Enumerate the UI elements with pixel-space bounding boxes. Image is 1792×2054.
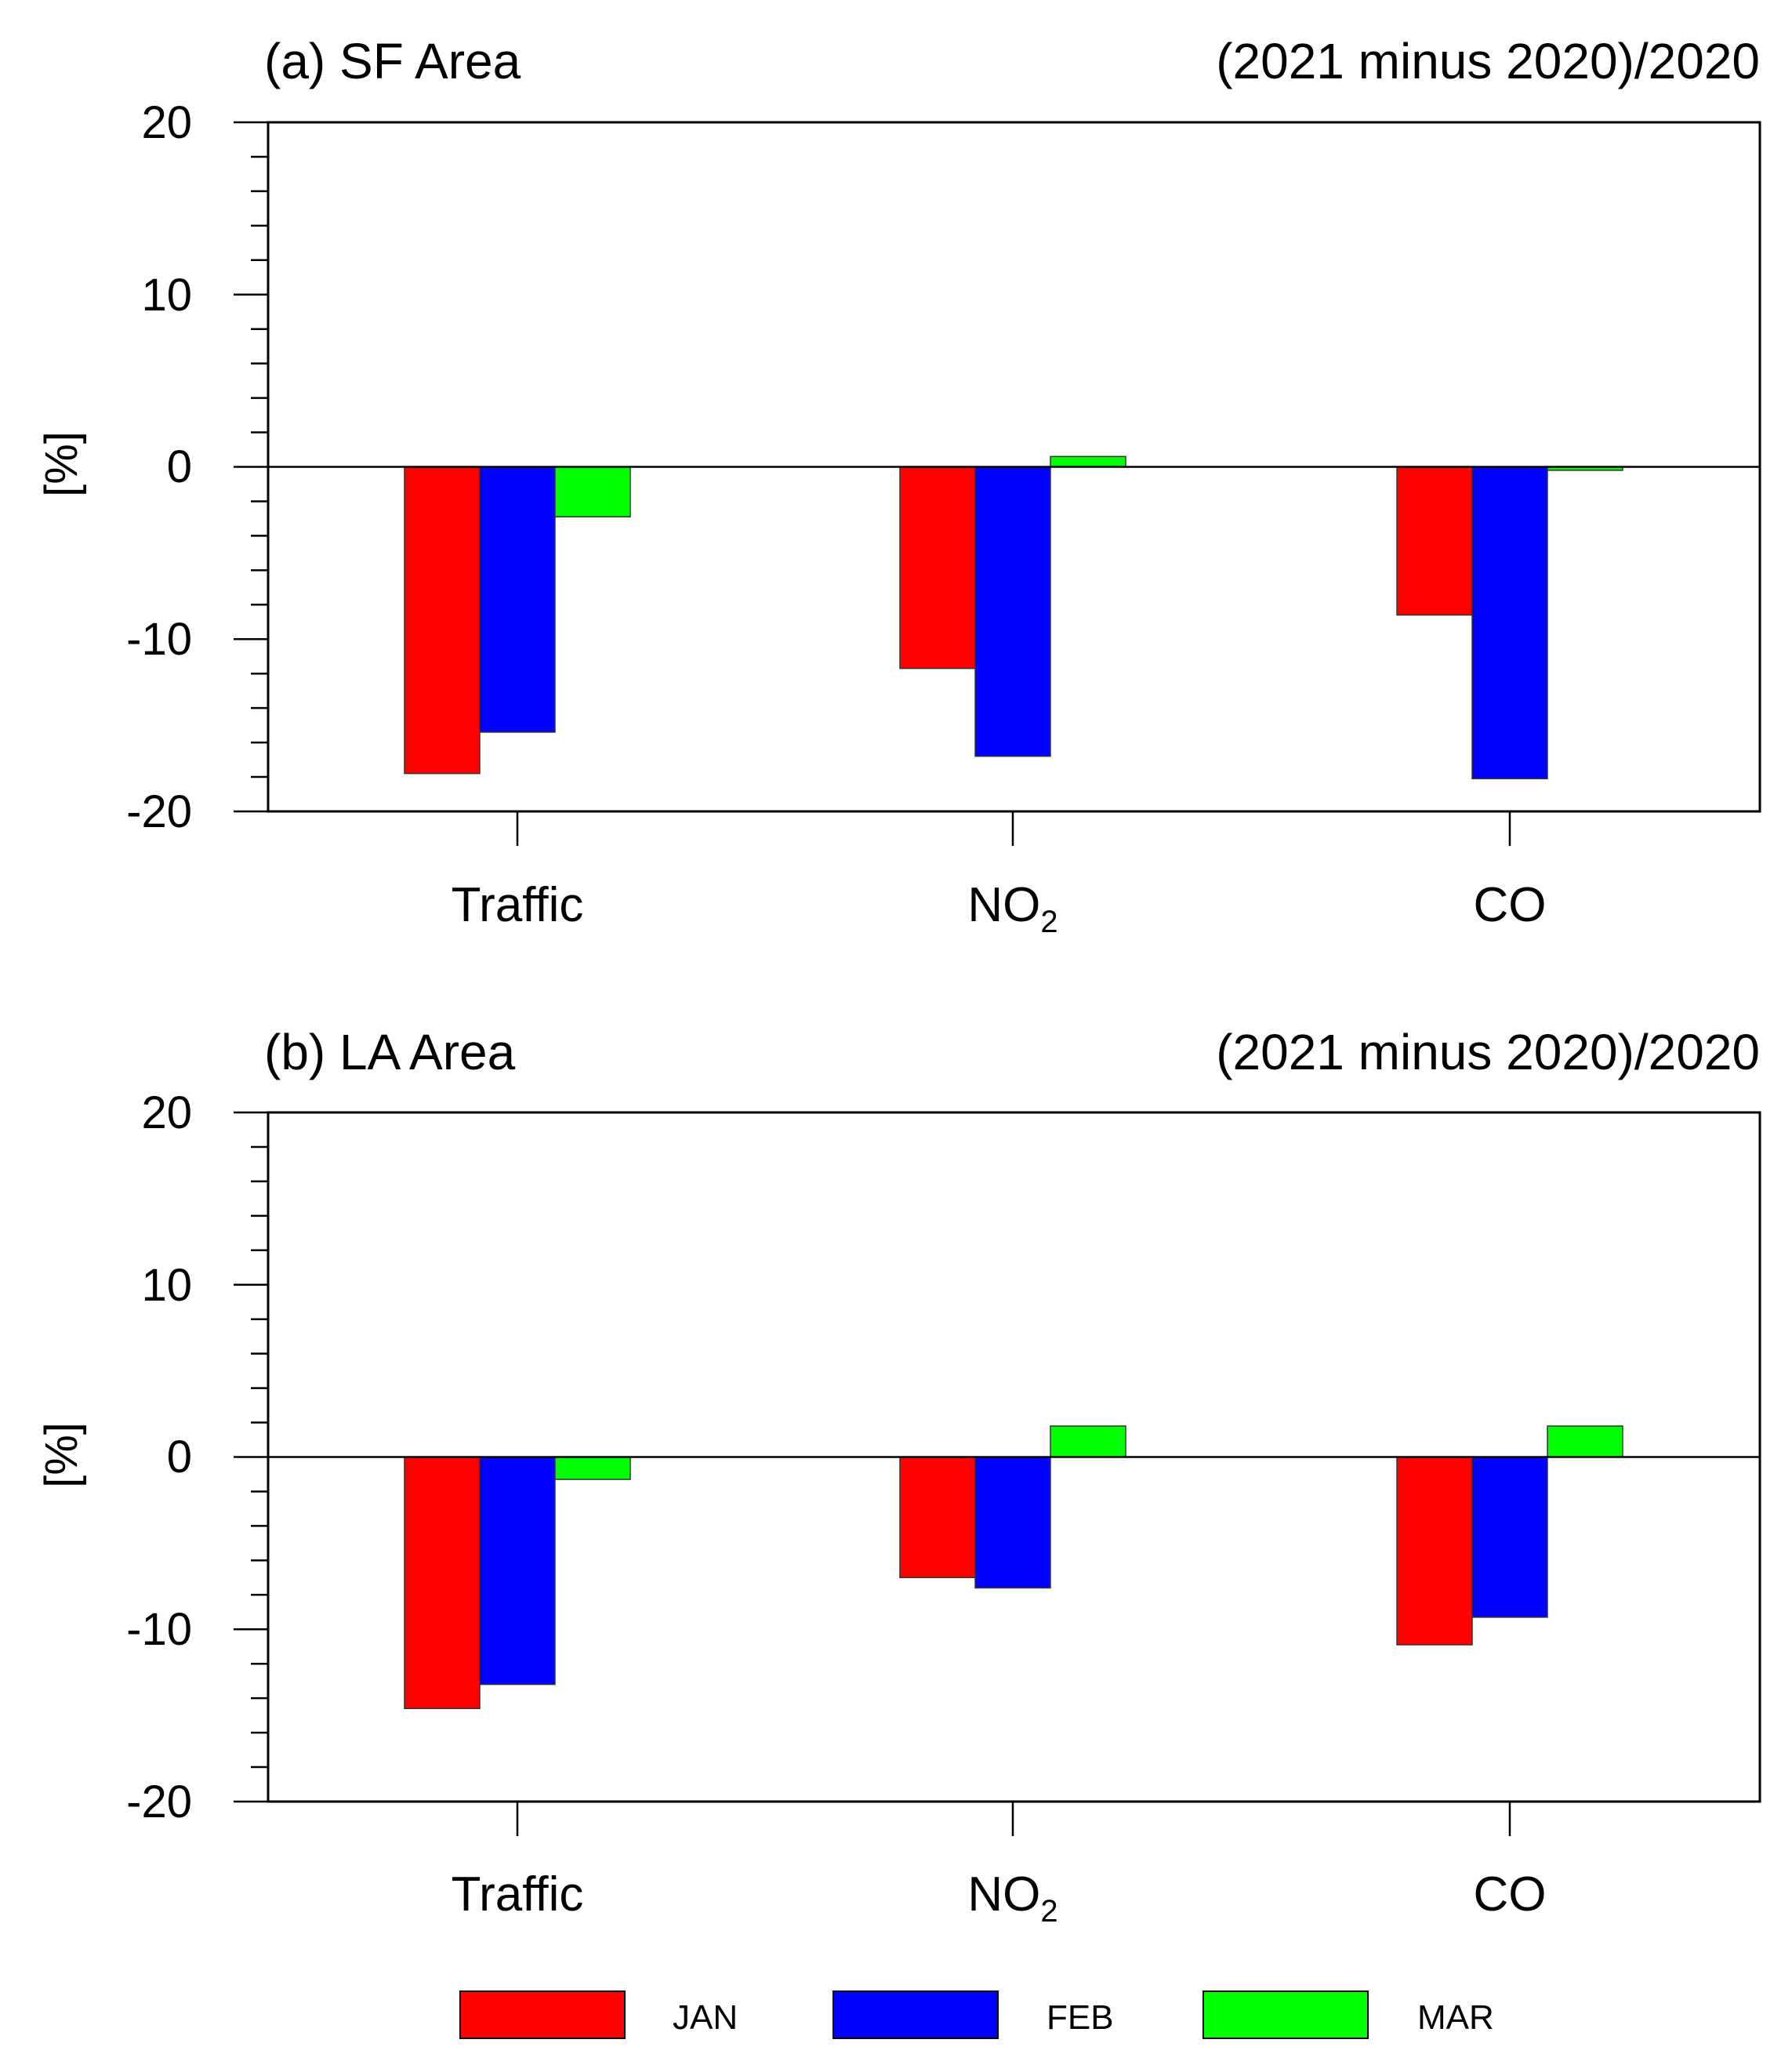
bar-feb-co — [1471, 1456, 1548, 1618]
bar-jan-co — [1396, 1456, 1473, 1646]
bar-jan-no — [899, 1456, 976, 1579]
bar-mar-co — [1547, 1425, 1623, 1458]
bar-feb-traffic — [479, 466, 556, 733]
legend: JAN FEB MAR — [459, 1990, 1494, 2039]
bar-jan-no — [899, 466, 976, 670]
panel-subtitle: (2021 minus 2020)/2020 — [1216, 33, 1760, 89]
legend-label-feb: FEB — [1047, 1998, 1114, 2037]
bar-jan-traffic — [404, 1456, 481, 1710]
y-tick-label: 10 — [141, 1260, 192, 1311]
legend-swatch-jan — [459, 1990, 626, 2039]
y-tick-label: -20 — [126, 1776, 192, 1827]
legend-swatch-feb — [833, 1990, 999, 2039]
bar-jan-co — [1396, 466, 1473, 616]
x-tick-label-co: CO — [1474, 1867, 1547, 1922]
bar-jan-traffic — [404, 466, 481, 775]
x-tick-label-co: CO — [1474, 878, 1547, 932]
panel-title: (a) SF Area — [264, 33, 521, 89]
y-axis-label: [%] — [36, 1422, 87, 1488]
x-tick-label-traffic: Traffic — [452, 1867, 584, 1922]
bar-mar-no — [1050, 1425, 1126, 1458]
bar-mar-no — [1050, 455, 1126, 468]
bar-mar-traffic — [554, 1456, 631, 1480]
panel-subtitle: (2021 minus 2020)/2020 — [1216, 1024, 1760, 1080]
panel-sf-area: (a) SF Area (2021 minus 2020)/2020 [%] 2… — [36, 33, 1761, 939]
y-tick-label: -20 — [126, 786, 192, 837]
y-tick-label: -10 — [126, 614, 192, 665]
y-tick-label: 10 — [141, 270, 192, 321]
legend-label-mar: MAR — [1417, 1998, 1494, 2037]
bar-feb-co — [1471, 466, 1548, 779]
y-tick-label: 20 — [141, 97, 192, 148]
legend-label-jan: JAN — [673, 1998, 738, 2037]
y-tick-label: 20 — [141, 1087, 192, 1138]
bar-feb-no — [974, 466, 1051, 757]
legend-swatch-mar — [1203, 1990, 1369, 2039]
y-axis-label: [%] — [36, 431, 87, 497]
y-tick-label: -10 — [126, 1604, 192, 1655]
panel-title: (b) LA Area — [264, 1024, 516, 1080]
bar-feb-traffic — [479, 1456, 556, 1686]
y-tick-label: 0 — [167, 1432, 192, 1482]
x-tick-label-traffic: Traffic — [452, 878, 584, 932]
bar-mar-traffic — [554, 466, 631, 517]
bar-feb-no — [974, 1456, 1051, 1589]
x-tick-label-no2: NO2 — [967, 1867, 1057, 1929]
y-tick-label: 0 — [167, 441, 192, 492]
panel-la-area: (b) LA Area (2021 minus 2020)/2020 [%] 2… — [36, 1024, 1761, 1929]
x-tick-label-no2: NO2 — [967, 878, 1057, 939]
